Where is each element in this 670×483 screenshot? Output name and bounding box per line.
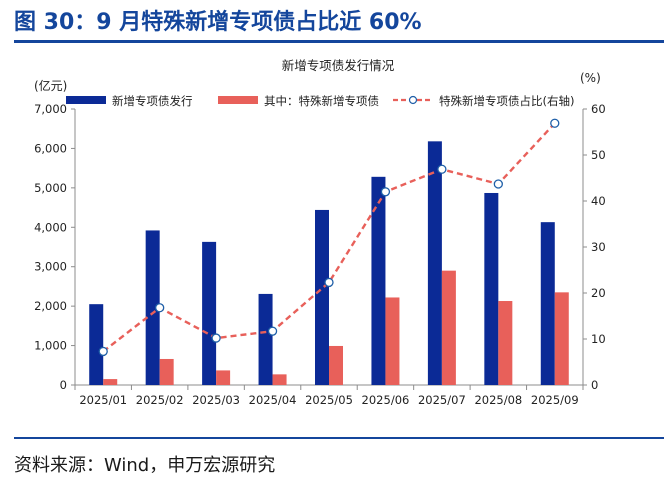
share-line-layer	[98, 118, 560, 357]
left-tick-label: 4,000	[34, 220, 67, 234]
right-tick-label: 30	[591, 240, 606, 254]
bar-special	[554, 292, 569, 385]
bar-total	[145, 230, 160, 385]
share-point	[437, 164, 447, 174]
footer-divider	[14, 437, 664, 439]
bar-special	[216, 370, 231, 385]
x-tick-label: 2025/04	[249, 393, 297, 407]
axes: 0 1,000 2,000 3,000 4,000 5,000 6,000 7,000 0 10 2…	[34, 102, 606, 392]
legend-label-total: 新增专项债发行	[112, 94, 193, 108]
bar-special	[272, 374, 287, 385]
source-note: 资料来源：Wind，申万宏源研究	[14, 455, 276, 476]
left-tick-label: 7,000	[34, 102, 67, 116]
right-tick-label: 0	[591, 378, 598, 392]
title-divider	[14, 40, 664, 43]
x-tick-label: 2025/06	[362, 393, 410, 407]
share-point	[380, 187, 391, 197]
left-tick-label: 3,000	[34, 260, 67, 274]
bar-special	[441, 270, 456, 385]
right-tick-label: 50	[591, 148, 606, 162]
bar-total	[427, 141, 442, 385]
left-tick-label: 2,000	[34, 299, 67, 313]
legend: 新增专项债发行 其中：特殊新增专项债 特殊新增专项债占比(右轴)	[66, 94, 574, 108]
share-point	[98, 346, 108, 357]
bar-total	[89, 304, 104, 385]
left-tick-label: 0	[60, 378, 67, 392]
bar-total	[202, 241, 217, 385]
bar-special	[385, 297, 400, 385]
x-tick-label: 2025/05	[305, 393, 353, 407]
right-tick-label: 40	[591, 194, 606, 208]
bar-special	[159, 358, 174, 385]
legend-swatch-total	[66, 96, 106, 104]
left-tick-label: 6,000	[34, 141, 67, 155]
right-tick-label: 20	[591, 286, 606, 300]
share-point	[211, 333, 221, 343]
share-point	[493, 179, 503, 189]
legend-swatch-special	[218, 96, 258, 104]
share-point	[324, 277, 334, 288]
right-tick-label: 60	[591, 102, 606, 116]
x-tick-label: 2025/02	[136, 393, 184, 407]
x-tick-label: 2025/08	[474, 393, 522, 407]
bar-special	[498, 301, 513, 385]
share-line	[102, 122, 556, 353]
left-axis-unit: (亿元)	[34, 78, 67, 93]
x-tick-label: 2025/03	[192, 393, 240, 407]
right-axis-unit: (%)	[580, 71, 601, 85]
bar-total	[371, 176, 386, 385]
share-point	[155, 303, 165, 313]
bars	[89, 141, 569, 385]
bar-total	[315, 209, 329, 385]
chart: 新增专项债发行情况 (亿元) (%) 新增专项债发行 其中：特殊新增专项债 特殊…	[34, 58, 606, 407]
legend-label-share: 特殊新增专项债占比(右轴)	[439, 94, 574, 108]
bar-special	[103, 379, 118, 385]
x-tick-label: 2025/01	[79, 393, 127, 407]
legend-label-special: 其中：特殊新增专项债	[264, 94, 379, 108]
share-point	[267, 326, 278, 336]
figure-title: 图 30：9 月特殊新增专项债占比近 60%	[14, 10, 422, 35]
x-axis-labels: 2025/01 2025/02 2025/03 2025/04 2025/05 2025/…	[79, 393, 578, 407]
share-point	[550, 118, 560, 128]
bar-total	[540, 222, 555, 385]
x-tick-label: 2025/07	[418, 393, 466, 407]
chart-title: 新增专项债发行情况	[282, 58, 395, 73]
left-tick-label: 1,000	[34, 339, 67, 353]
left-tick-label: 5,000	[34, 181, 67, 195]
right-tick-label: 10	[591, 332, 606, 346]
x-tick-label: 2025/09	[531, 393, 579, 407]
legend-swatch-share-marker	[408, 95, 418, 105]
bar-special	[329, 345, 343, 385]
bar-total	[258, 293, 273, 385]
bar-total	[484, 192, 499, 385]
